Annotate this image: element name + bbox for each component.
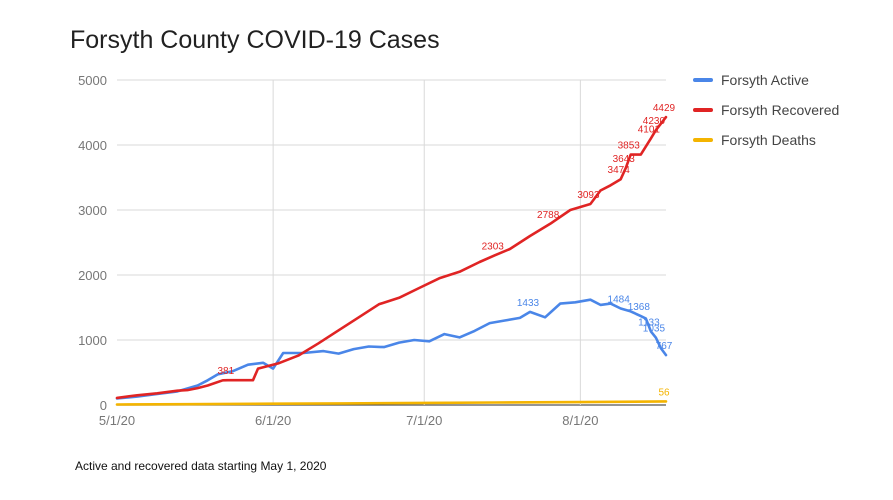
x-tick-label: 5/1/20 bbox=[99, 413, 135, 428]
series-line-forsyth-deaths bbox=[115, 400, 668, 406]
y-tick-label: 2000 bbox=[78, 268, 107, 283]
data-label: 1133 bbox=[638, 317, 660, 328]
data-label: 4230 bbox=[643, 116, 666, 127]
chart-footnote: Active and recovered data starting May 1… bbox=[75, 459, 327, 473]
series-line-forsyth-active bbox=[115, 298, 668, 400]
data-label: 1035 bbox=[643, 324, 666, 335]
data-label: 2788 bbox=[537, 210, 560, 221]
series-line-forsyth-recovered bbox=[115, 115, 668, 400]
data-label: 3093 bbox=[577, 190, 600, 201]
legend-label: Forsyth Recovered bbox=[721, 102, 839, 118]
data-label: 56 bbox=[658, 387, 670, 398]
chart-title: Forsyth County COVID-19 Cases bbox=[70, 26, 440, 54]
data-label: 3474 bbox=[608, 165, 631, 176]
series-lines bbox=[115, 115, 668, 406]
x-tick-label: 6/1/20 bbox=[255, 413, 291, 428]
y-tick-label: 4000 bbox=[78, 138, 107, 153]
data-label: 3643 bbox=[613, 154, 636, 165]
x-tick-label: 8/1/20 bbox=[562, 413, 598, 428]
x-axis-tick-labels: 5/1/20 6/1/20 7/1/20 8/1/20 bbox=[99, 413, 599, 428]
data-label: 4429 bbox=[653, 103, 676, 114]
y-tick-label: 0 bbox=[100, 398, 107, 413]
data-label: 1368 bbox=[628, 302, 651, 313]
data-label: 3853 bbox=[618, 141, 641, 152]
data-label: 1484 bbox=[608, 295, 631, 306]
x-tick-label: 7/1/20 bbox=[406, 413, 442, 428]
legend-label: Forsyth Deaths bbox=[721, 132, 816, 148]
data-label: 767 bbox=[656, 341, 673, 352]
y-tick-label: 5000 bbox=[78, 73, 107, 88]
data-label: 4101 bbox=[638, 124, 661, 135]
y-tick-label: 3000 bbox=[78, 203, 107, 218]
data-label: 2303 bbox=[482, 241, 505, 252]
legend-label: Forsyth Active bbox=[721, 72, 809, 88]
data-label: 1433 bbox=[517, 298, 540, 309]
data-label: 381 bbox=[217, 366, 234, 377]
gridlines bbox=[117, 79, 666, 406]
y-tick-label: 1000 bbox=[78, 333, 107, 348]
legend: Forsyth Active Forsyth Recovered Forsyth D… bbox=[693, 72, 839, 148]
y-axis-tick-labels: 0 1000 2000 3000 4000 5000 bbox=[78, 73, 107, 413]
